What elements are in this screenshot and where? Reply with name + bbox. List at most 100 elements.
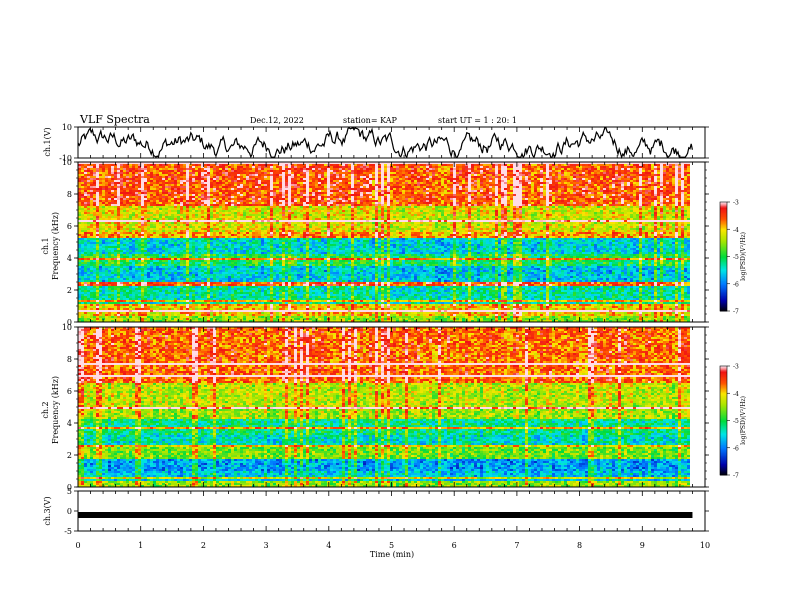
spectrogram-cell <box>675 202 678 204</box>
spectrogram-cell <box>105 174 108 176</box>
spectrogram-cell <box>384 194 387 196</box>
spectrogram-cell <box>579 184 582 186</box>
spectrogram-cell <box>234 190 237 192</box>
spectrogram-cell <box>243 190 246 192</box>
spectrogram-cell <box>351 182 354 184</box>
spectrogram-cell <box>447 192 450 194</box>
spectrogram-cell <box>513 174 516 176</box>
spectrogram-cell <box>543 204 546 206</box>
spectrogram-cell <box>597 200 600 202</box>
spectrogram-cell <box>81 196 84 198</box>
spectrogram-cell <box>597 178 600 180</box>
spectrogram-cell <box>396 190 399 192</box>
spectrogram-cell <box>330 194 333 196</box>
spectrogram-cell <box>138 184 141 186</box>
spectrogram-cell <box>606 182 609 184</box>
spectrogram-cell <box>141 180 144 182</box>
spectrogram-cell <box>147 190 150 192</box>
spectrogram-cell <box>435 190 438 192</box>
spectrogram-cell <box>228 182 231 184</box>
spectrogram-cell <box>159 202 162 204</box>
spectrogram-cell <box>285 176 288 178</box>
spectrogram-cell <box>525 190 528 192</box>
spectrogram-cell <box>474 176 477 178</box>
spectrogram-cell <box>348 180 351 182</box>
spectrogram-cell <box>96 198 99 200</box>
spectrogram-cell <box>660 184 663 186</box>
spectrogram-cell <box>198 202 201 204</box>
spectrogram-cell <box>663 164 666 166</box>
spectrogram-cell <box>399 178 402 180</box>
spectrogram-cell <box>201 162 204 164</box>
spectrogram-cell <box>336 186 339 188</box>
spectrogram-cell <box>390 190 393 192</box>
spectrogram-cell <box>609 188 612 190</box>
spectrogram-cell <box>591 166 594 168</box>
spectrogram-cell <box>159 178 162 180</box>
spectrogram-cell <box>492 192 495 194</box>
spectrogram-cell <box>420 200 423 202</box>
spectrogram-cell <box>369 176 372 178</box>
spectrogram-cell <box>507 194 510 196</box>
spectrogram-cell <box>549 164 552 166</box>
spectrogram-cell <box>285 182 288 184</box>
spectrogram-cell <box>495 194 498 196</box>
spectrogram-cell <box>123 208 126 210</box>
spectrogram-cell <box>555 206 558 208</box>
spectrogram-cell <box>453 192 456 194</box>
spectrogram-cell <box>360 200 363 202</box>
spectrogram-cell <box>246 194 249 196</box>
spectrogram-cell <box>552 200 555 202</box>
spectrogram-cell <box>219 184 222 186</box>
spectrogram-cell <box>96 180 99 182</box>
spectrogram-cell <box>177 200 180 202</box>
spectrogram-cell <box>660 166 663 168</box>
spectrogram-cell <box>474 194 477 196</box>
spectrogram-cell <box>354 200 357 202</box>
spectrogram-cell <box>150 198 153 200</box>
spectrogram-cell <box>546 170 549 172</box>
spectrogram-cell <box>651 200 654 202</box>
spectrogram-cell <box>120 162 123 164</box>
spectrogram-cell <box>597 188 600 190</box>
spectrogram-cell <box>588 190 591 192</box>
spectrogram-cell <box>132 192 135 194</box>
spectrogram-cell <box>594 208 597 210</box>
spectrogram-cell <box>612 162 615 164</box>
spectrogram-cell <box>411 202 414 204</box>
spectrogram-cell <box>117 174 120 176</box>
spectrogram-cell <box>327 198 330 200</box>
spectrogram-cell <box>585 162 588 164</box>
spectrogram-cell <box>627 182 630 184</box>
spectrogram-cell <box>543 200 546 202</box>
spectrogram-cell <box>522 172 525 174</box>
spectrogram-cell <box>156 164 159 166</box>
spectrogram-cell <box>321 208 324 210</box>
spectrogram-cell <box>84 176 87 178</box>
spectrogram-cell <box>168 174 171 176</box>
spectrogram-cell <box>150 206 153 208</box>
spectrogram-cell <box>222 176 225 178</box>
spectrogram-cell <box>345 198 348 200</box>
spectrogram-cell <box>453 184 456 186</box>
spectrogram-cell <box>228 164 231 166</box>
spectrogram-cell <box>105 172 108 174</box>
spectrogram-cell <box>573 164 576 166</box>
spectrogram-cell <box>93 200 96 202</box>
spectrogram-cell <box>93 196 96 198</box>
spectrogram-cell <box>597 184 600 186</box>
spectrogram-cell <box>498 188 501 190</box>
spectrogram-cell <box>144 200 147 202</box>
spectrogram-cell <box>480 204 483 206</box>
spectrogram-cell <box>441 202 444 204</box>
spectrogram-cell <box>120 172 123 174</box>
spectrogram-cell <box>687 180 690 182</box>
spectrogram-cell <box>333 190 336 192</box>
spectrogram-cell <box>150 204 153 206</box>
spectrogram-cell <box>93 168 96 170</box>
spectrogram-cell <box>561 168 564 170</box>
spectrogram-cell <box>444 200 447 202</box>
spectrogram-cell <box>150 200 153 202</box>
spectrogram-cell <box>342 200 345 202</box>
spectrogram-cell <box>312 206 315 208</box>
